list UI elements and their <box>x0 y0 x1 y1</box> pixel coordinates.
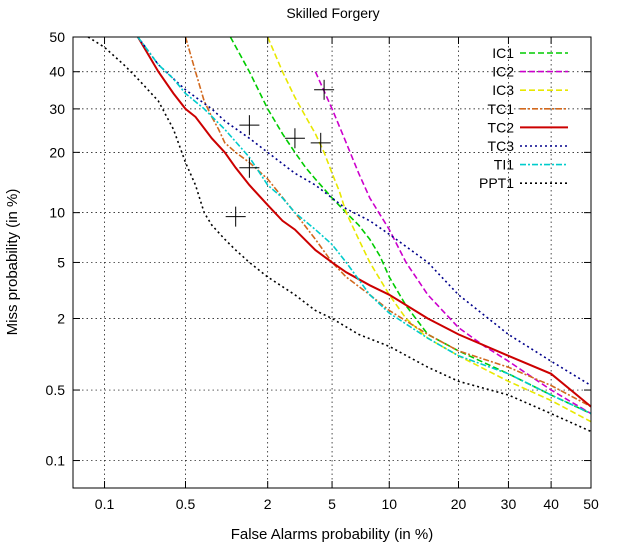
legend-label-ti1: TI1 <box>494 157 514 173</box>
legend-label-ic3: IC3 <box>492 82 514 98</box>
series-line-tc1 <box>184 36 592 408</box>
y-tick-label: 50 <box>49 29 65 45</box>
chart-title: Skilled Forgery <box>286 5 379 21</box>
x-tick-label: 0.1 <box>95 496 115 512</box>
operating-point-markers <box>225 79 335 227</box>
series-line-ic3 <box>266 36 592 423</box>
x-axis-ticks: 0.1 0.5 2 5 10 20 30 40 50 <box>95 37 599 512</box>
y-tick-label: 20 <box>49 144 65 160</box>
y-axis-label: Miss probability (in %) <box>4 189 21 336</box>
y-tick-label: 0.5 <box>46 382 66 398</box>
series-lines <box>87 36 592 433</box>
y-tick-label: 30 <box>49 101 65 117</box>
x-tick-label: 5 <box>328 496 336 512</box>
y-tick-label: 5 <box>57 254 65 270</box>
series-line-ti1 <box>137 36 592 415</box>
y-tick-label: 10 <box>49 205 65 221</box>
x-tick-label: 30 <box>501 496 517 512</box>
x-tick-label: 2 <box>264 496 272 512</box>
x-tick-label: 50 <box>583 496 599 512</box>
y-axis-ticks: 0.1 0.5 2 5 10 20 30 40 50 <box>46 29 591 469</box>
series-line-tc2 <box>137 36 592 408</box>
legend-label-ppt1: PPT1 <box>479 175 514 191</box>
x-tick-label: 40 <box>543 496 559 512</box>
series-line-ppt1 <box>87 36 592 433</box>
x-axis-label: False Alarms probability (in %) <box>231 526 434 543</box>
x-tick-label: 20 <box>451 496 467 512</box>
legend-label-tc1: TC1 <box>488 101 515 117</box>
legend: IC1 IC2 IC3 TC1 TC2 TC3 TI1 PPT1 <box>479 45 568 191</box>
legend-label-tc3: TC3 <box>488 138 515 154</box>
legend-label-tc2: TC2 <box>488 119 515 135</box>
series-line-tc3 <box>137 36 592 387</box>
y-tick-label: 0.1 <box>46 453 66 469</box>
x-tick-label: 0.5 <box>176 496 196 512</box>
series-line-ic1 <box>229 36 592 415</box>
y-tick-label: 40 <box>49 64 65 80</box>
y-tick-label: 2 <box>57 310 65 326</box>
legend-label-ic2: IC2 <box>492 64 514 80</box>
series-line-ic2 <box>314 71 592 415</box>
x-tick-label: 10 <box>381 496 397 512</box>
legend-label-ic1: IC1 <box>492 45 514 61</box>
